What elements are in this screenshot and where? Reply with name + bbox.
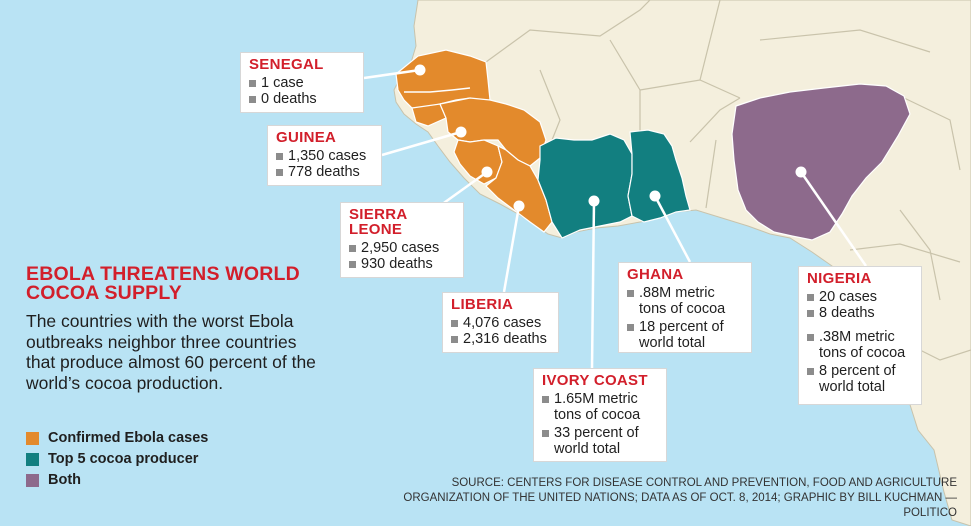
senegal-leader-line xyxy=(363,68,421,80)
ghana-region xyxy=(627,129,691,223)
ivory-coast-marker xyxy=(588,195,600,207)
legend-label-both: Both xyxy=(48,472,82,488)
guinea-callout: GUINEA 1,350 cases 778 deaths xyxy=(267,125,382,186)
guinea-marker xyxy=(455,126,467,138)
ivory-coast-production: 1.65M metric tons of cocoa xyxy=(542,391,660,423)
guinea-label: GUINEA xyxy=(276,129,337,146)
ivory-coast-leader-line xyxy=(590,200,596,369)
nigeria-leader-line xyxy=(799,171,868,267)
liberia-marker xyxy=(513,200,525,212)
ghana-leader-line xyxy=(653,195,692,263)
nigeria-marker xyxy=(795,166,807,178)
graphic-description: The countries with the worst Ebola outbr… xyxy=(26,311,316,393)
ghana-share: 18 percent of world total xyxy=(627,319,745,351)
ivory-coast-callout: IVORY COAST 1.65M metric tons of cocoa 3… xyxy=(533,368,667,462)
ghana-label: GHANA xyxy=(627,266,684,283)
nigeria-deaths: 8 deaths xyxy=(807,305,915,321)
country-borders xyxy=(485,0,971,361)
guinea-cases: 1,350 cases xyxy=(276,148,375,164)
sierra-leone-callout: SIERRA LEONE 2,950 cases 930 deaths xyxy=(340,202,464,278)
liberia-callout: LIBERIA 4,076 cases 2,316 deaths xyxy=(442,292,559,353)
nigeria-region xyxy=(731,83,911,241)
sierra-leone-deaths: 930 deaths xyxy=(349,256,457,272)
guinea-bissau-region xyxy=(411,103,447,127)
sierra-leone-marker xyxy=(481,166,493,178)
legend-label-cocoa: Top 5 cocoa producer xyxy=(48,451,199,467)
ivory-coast-label: IVORY COAST xyxy=(542,372,648,389)
liberia-cases: 4,076 cases xyxy=(451,315,552,331)
senegal-deaths: 0 deaths xyxy=(249,91,357,107)
ghana-marker xyxy=(649,190,661,202)
graphic-headline: EBOLA THREATENS WORLD COCOA SUPPLY xyxy=(26,263,300,304)
sierra-leone-leader-line xyxy=(440,170,488,207)
senegal-label: SENEGAL xyxy=(249,56,324,73)
legend-swatch-ebola xyxy=(26,432,39,445)
senegal-cases: 1 case xyxy=(249,75,357,91)
nigeria-callout: NIGERIA 20 cases 8 deaths .38M metric to… xyxy=(798,266,922,405)
guinea-leader-line xyxy=(381,130,462,157)
nigeria-label: NIGERIA xyxy=(807,270,872,287)
ivory-coast-region xyxy=(537,133,633,239)
senegal-marker xyxy=(414,64,426,76)
legend-swatch-both xyxy=(26,474,39,487)
guinea-deaths: 778 deaths xyxy=(276,164,375,180)
location-markers xyxy=(414,64,807,212)
legend-item-ebola: Confirmed Ebola cases xyxy=(26,428,208,449)
senegal-callout: SENEGAL 1 case 0 deaths xyxy=(240,52,364,113)
legend-item-both: Both xyxy=(26,470,208,491)
legend-label-ebola: Confirmed Ebola cases xyxy=(48,430,209,446)
ghana-production: .88M metric tons of cocoa xyxy=(627,285,745,317)
liberia-label: LIBERIA xyxy=(451,296,514,313)
legend-swatch-cocoa xyxy=(26,453,39,466)
ivory-coast-share: 33 percent of world total xyxy=(542,425,660,457)
nigeria-share: 8 percent of world total xyxy=(807,363,915,395)
source-credit: SOURCE: CENTERS FOR DISEASE CONTROL AND … xyxy=(403,477,957,519)
leader-lines xyxy=(363,68,868,369)
sierra-leone-cases: 2,950 cases xyxy=(349,240,457,256)
sierra-leone-label: SIERRA LEONE xyxy=(349,206,407,238)
nigeria-production: .38M metric tons of cocoa xyxy=(807,329,915,361)
liberia-deaths: 2,316 deaths xyxy=(451,331,552,347)
liberia-region xyxy=(485,144,553,233)
legend-item-cocoa: Top 5 cocoa producer xyxy=(26,449,208,470)
liberia-leader-line xyxy=(502,205,521,293)
map-legend: Confirmed Ebola cases Top 5 cocoa produc… xyxy=(26,428,208,491)
ghana-callout: GHANA .88M metric tons of cocoa 18 perce… xyxy=(618,262,752,353)
gambia-region xyxy=(404,87,471,93)
nigeria-cases: 20 cases xyxy=(807,289,915,305)
